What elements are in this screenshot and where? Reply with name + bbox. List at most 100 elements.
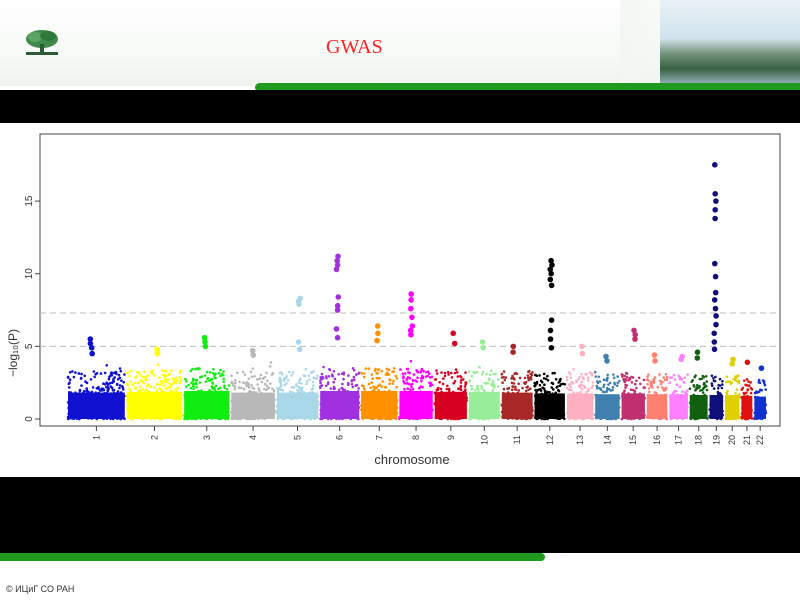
data-point	[668, 381, 671, 385]
data-point	[450, 371, 453, 375]
data-point	[329, 387, 333, 390]
data-point	[208, 371, 212, 374]
data-point	[319, 384, 322, 388]
data-point	[89, 378, 93, 381]
data-point	[155, 389, 159, 392]
peak-point	[713, 198, 719, 204]
data-point	[721, 380, 724, 383]
data-point	[324, 384, 328, 388]
data-point	[370, 373, 374, 376]
data-point	[256, 377, 260, 381]
data-point	[429, 383, 432, 387]
peak-point	[409, 323, 416, 329]
data-point	[342, 377, 345, 381]
data-point	[648, 390, 651, 394]
data-point	[388, 382, 391, 386]
data-point	[445, 387, 449, 391]
data-point	[385, 371, 389, 374]
chromosome-19-points	[708, 162, 724, 421]
peak-point	[744, 359, 751, 366]
data-point	[472, 370, 476, 374]
peak-point	[579, 343, 585, 350]
data-point	[435, 388, 439, 392]
data-point	[395, 377, 399, 380]
data-point	[367, 382, 371, 386]
data-point	[210, 377, 214, 381]
data-point	[652, 377, 656, 381]
data-point	[98, 389, 102, 392]
data-point	[287, 370, 291, 374]
data-point	[80, 372, 83, 376]
data-point	[164, 380, 167, 383]
data-point	[266, 379, 269, 383]
data-point	[758, 381, 762, 385]
data-point	[591, 384, 595, 388]
data-point	[572, 368, 575, 371]
peak-point	[713, 321, 719, 328]
data-point	[446, 384, 449, 388]
data-point	[726, 380, 730, 384]
data-point	[530, 373, 534, 377]
data-point	[411, 379, 415, 383]
data-point	[230, 374, 233, 378]
data-point	[512, 382, 516, 385]
data-point	[387, 373, 391, 376]
data-point	[583, 386, 587, 390]
data-point-mass	[501, 392, 533, 419]
peak-point	[604, 358, 610, 364]
data-point	[468, 380, 471, 383]
data-point	[661, 380, 664, 384]
data-point	[214, 372, 217, 376]
data-point-mass	[754, 396, 766, 419]
data-point	[639, 382, 642, 386]
data-point	[521, 386, 524, 390]
data-point	[703, 383, 706, 386]
data-point	[128, 387, 131, 391]
data-point	[678, 377, 682, 381]
data-point	[395, 385, 399, 389]
x-tick-label: 1	[91, 435, 101, 440]
peak-point	[408, 297, 414, 303]
chromosome-16-points	[645, 352, 669, 421]
data-point	[297, 381, 301, 384]
data-point	[97, 385, 100, 389]
bottom-accent-bar	[0, 553, 545, 561]
peak-point	[375, 323, 381, 329]
data-point	[606, 373, 609, 377]
x-tick-label: 15	[628, 435, 638, 445]
data-point	[533, 385, 536, 388]
peak-point	[758, 365, 765, 371]
data-point	[72, 375, 76, 379]
chart-panel: 0 5 10 15 1 2 3 4 5 6 7 8 9 10 11 12 13 14 15 16 17 18 19 20 21…	[0, 123, 800, 477]
data-point	[192, 377, 195, 381]
data-point	[270, 373, 274, 376]
data-point	[251, 367, 255, 370]
data-point	[332, 380, 336, 384]
data-point	[718, 384, 722, 387]
peak-point	[713, 313, 719, 319]
data-point	[205, 370, 209, 374]
data-point	[624, 383, 627, 387]
peak-point	[548, 317, 555, 323]
data-point-mass	[689, 395, 708, 419]
data-point	[590, 386, 593, 390]
data-point	[328, 367, 331, 371]
data-point	[262, 387, 266, 391]
data-point	[391, 382, 395, 385]
data-point	[544, 377, 548, 381]
data-point	[534, 388, 537, 392]
data-point	[160, 379, 163, 383]
x-tick-label: 19	[711, 435, 721, 445]
data-point	[244, 382, 248, 385]
data-point	[712, 387, 716, 390]
peak-point	[712, 260, 718, 267]
data-point	[652, 381, 656, 385]
data-point	[142, 370, 146, 373]
data-point	[133, 381, 137, 385]
data-point	[242, 381, 245, 384]
data-point	[256, 383, 259, 386]
data-point-mass	[669, 394, 688, 419]
data-point	[693, 375, 696, 379]
peak-point	[548, 345, 555, 351]
peak-point	[694, 355, 701, 361]
